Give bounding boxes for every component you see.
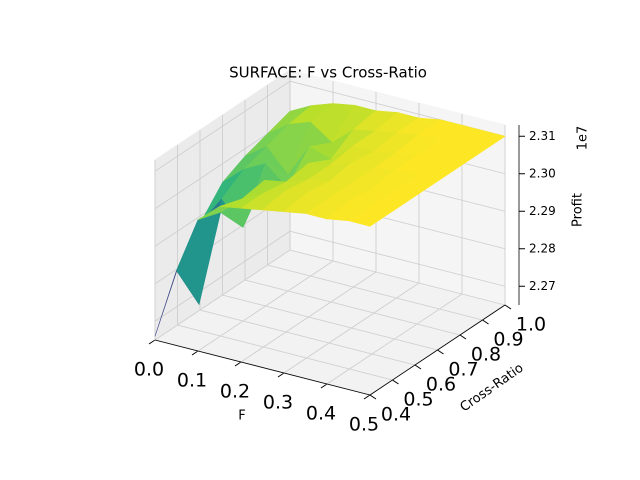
- y-tick-label: 1.0: [516, 314, 546, 336]
- y-tick: [392, 379, 399, 385]
- x-tick: [191, 350, 199, 356]
- grid-line: [177, 145, 393, 381]
- y-tick: [459, 334, 467, 340]
- x-tick-label: 0.1: [177, 370, 207, 392]
- y-tick-label: 0.6: [426, 374, 456, 396]
- y-tick-label: 0.8: [471, 344, 501, 366]
- y-tick: [437, 349, 444, 355]
- y-tick-label: 0.7: [448, 359, 478, 381]
- grid-line: [222, 115, 438, 351]
- y-tick-label: 0.9: [493, 329, 523, 351]
- y-tick: [504, 304, 512, 310]
- z-tick-label: 2.31: [529, 129, 556, 143]
- grid-line: [199, 130, 416, 366]
- axis-line: [369, 304, 506, 396]
- x-tick-label: 0.5: [349, 414, 379, 436]
- z-tick-label: 2.27: [529, 279, 556, 293]
- x-tick: [320, 383, 328, 389]
- z-offset-label: 1e7: [576, 126, 591, 151]
- z-tick-label: 2.30: [529, 166, 556, 180]
- x-tick-label: 0.0: [134, 359, 164, 381]
- y-tick: [482, 319, 489, 325]
- grid-line: [154, 80, 506, 172]
- y-tick: [369, 394, 377, 400]
- z-axis-label: Profit: [571, 193, 586, 227]
- x-tick: [234, 361, 242, 367]
- x-tick: [148, 339, 156, 345]
- surface-patch: [347, 205, 394, 227]
- x-tick-label: 0.3: [263, 392, 293, 414]
- y-tick: [414, 364, 422, 370]
- y-tick-label: 0.4: [381, 404, 411, 426]
- z-tick-label: 2.29: [529, 204, 556, 218]
- y-tick-label: 0.5: [403, 389, 433, 411]
- chart-title: SURFACE: F vs Cross-Ratio: [229, 64, 427, 82]
- x-axis-label: F: [238, 409, 245, 424]
- x-tick: [277, 372, 285, 378]
- z-tick-label: 2.28: [529, 241, 556, 255]
- x-tick-label: 0.2: [220, 381, 250, 403]
- x-tick: [363, 394, 371, 400]
- x-tick-label: 0.4: [306, 403, 336, 425]
- axis-line: [154, 339, 371, 396]
